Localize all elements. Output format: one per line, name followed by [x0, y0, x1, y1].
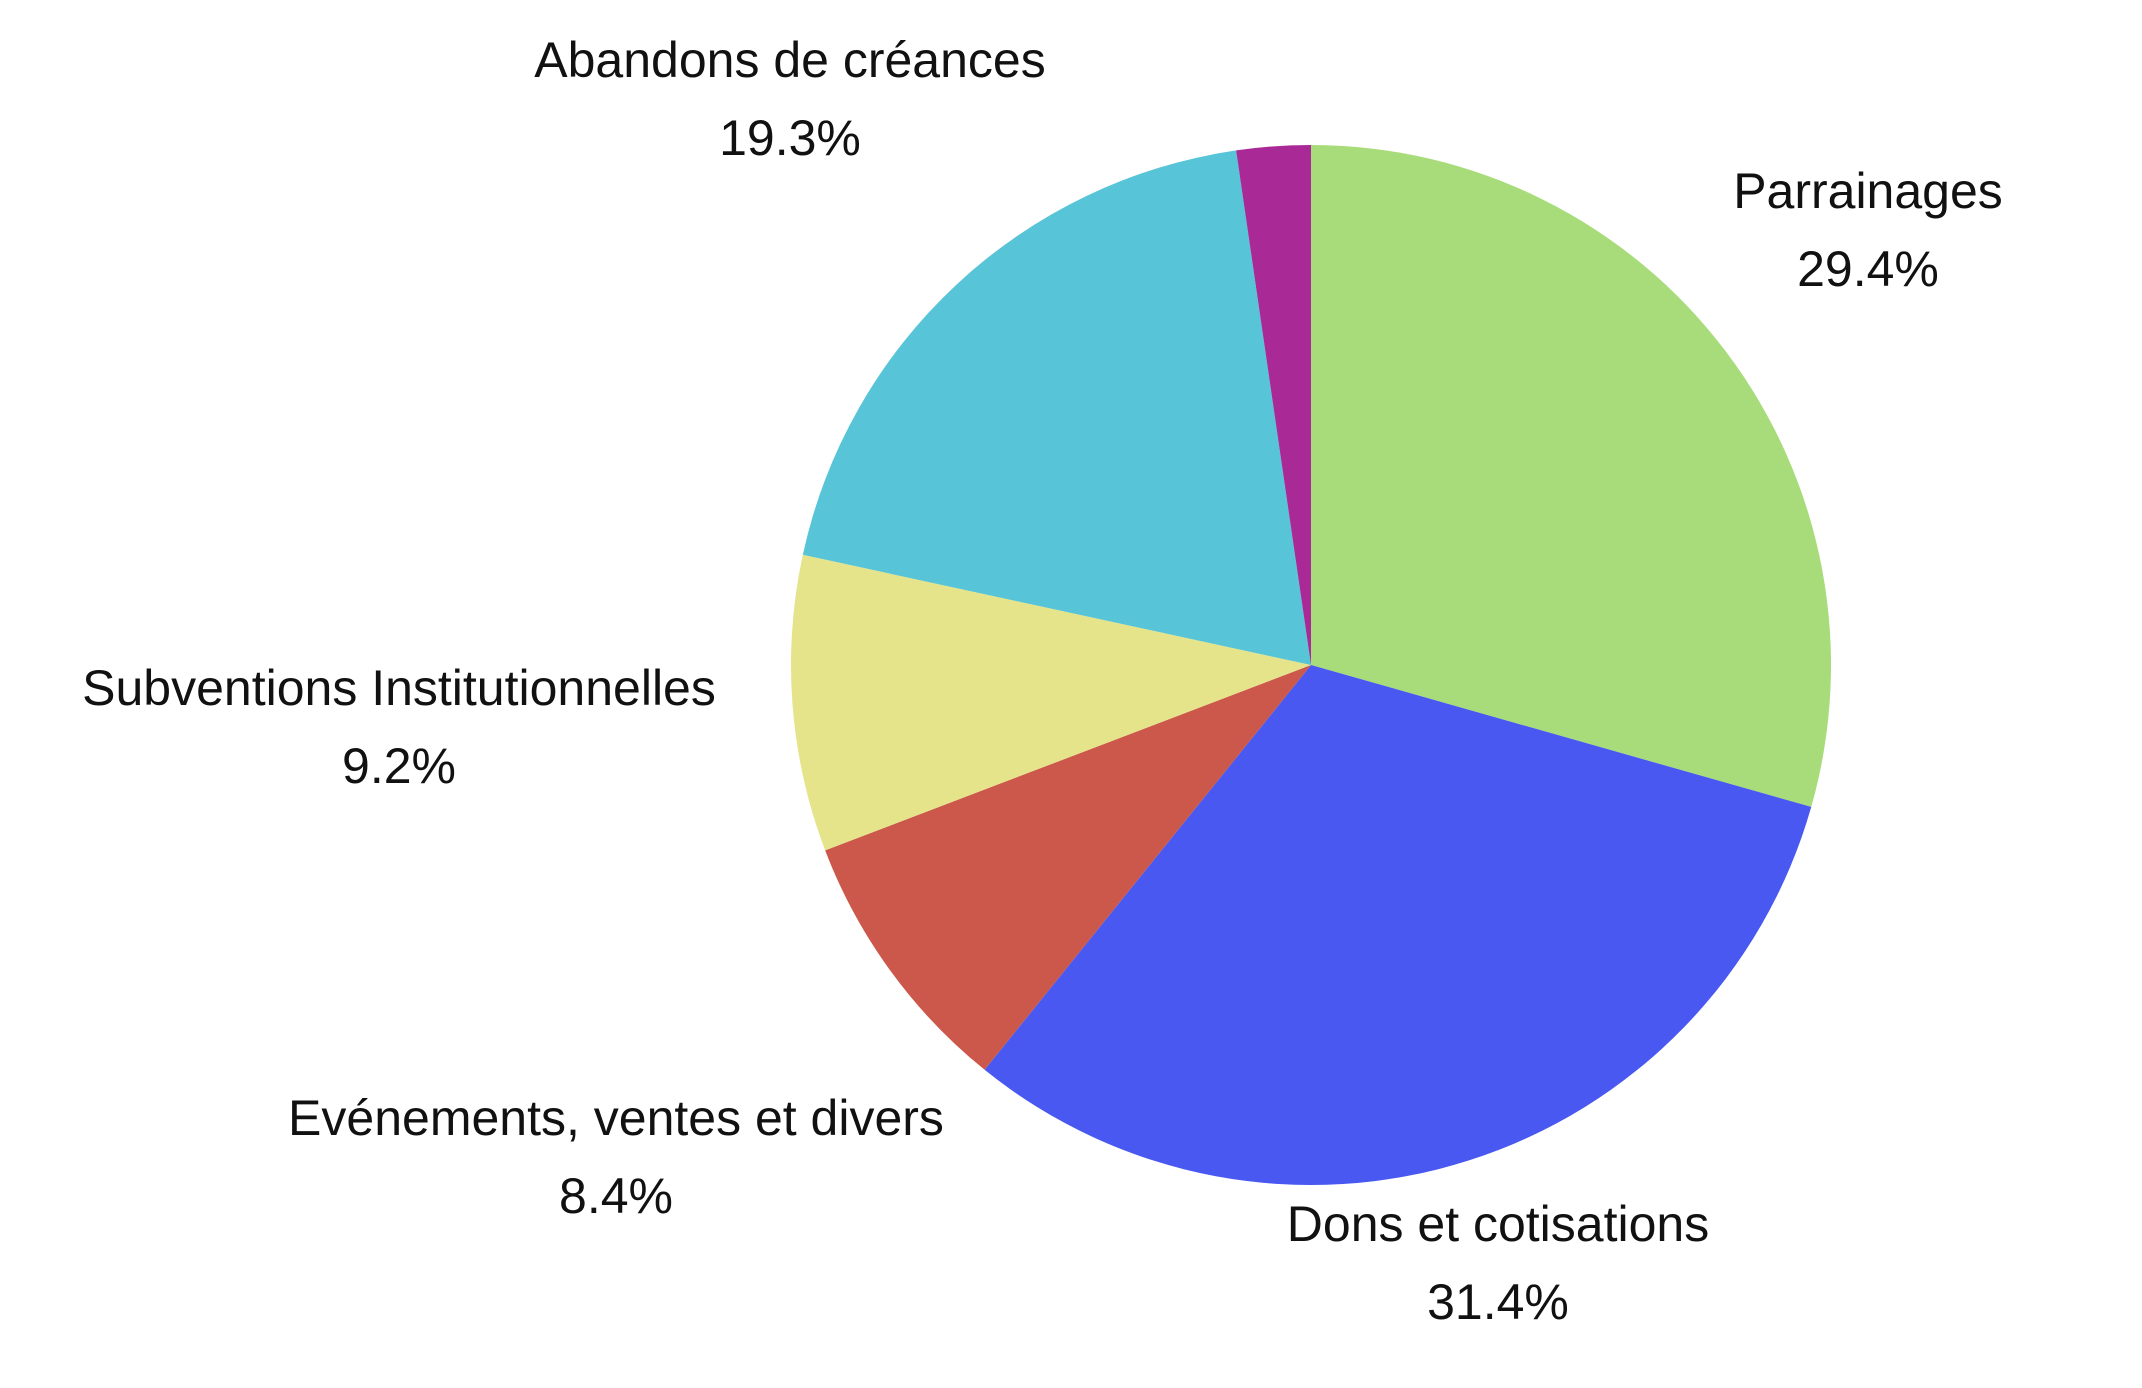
pie-slice-dons-et-cotisations [984, 665, 1812, 1185]
slice-label: Subventions Institutionnelles [82, 660, 716, 716]
slice-value-label: 19.3% [719, 110, 861, 166]
slice-label: Abandons de créances [534, 32, 1045, 88]
slice-value-label: 9.2% [342, 738, 456, 794]
pie-slice-parrainages [1311, 145, 1831, 807]
slice-value-label: 8.4% [559, 1168, 673, 1224]
slice-value-label: 31.4% [1427, 1274, 1569, 1330]
pie-labels: Parrainages 29.4% Dons et cotisations 31.4%… [82, 32, 2003, 1330]
pie-slice-abandons-de-creances [802, 150, 1311, 666]
pie-slice-evenements-ventes-et-divers [825, 665, 1311, 1070]
slice-label: Evénements, ventes et divers [288, 1090, 944, 1146]
slice-value-label: 29.4% [1797, 241, 1939, 297]
pie-slice-subventions-institutionnelles [791, 554, 1311, 851]
slice-label: Parrainages [1733, 163, 2003, 219]
pie-slice-unlabeled [1236, 145, 1311, 665]
pie-slices [791, 145, 1831, 1185]
slice-label: Dons et cotisations [1287, 1196, 1709, 1252]
